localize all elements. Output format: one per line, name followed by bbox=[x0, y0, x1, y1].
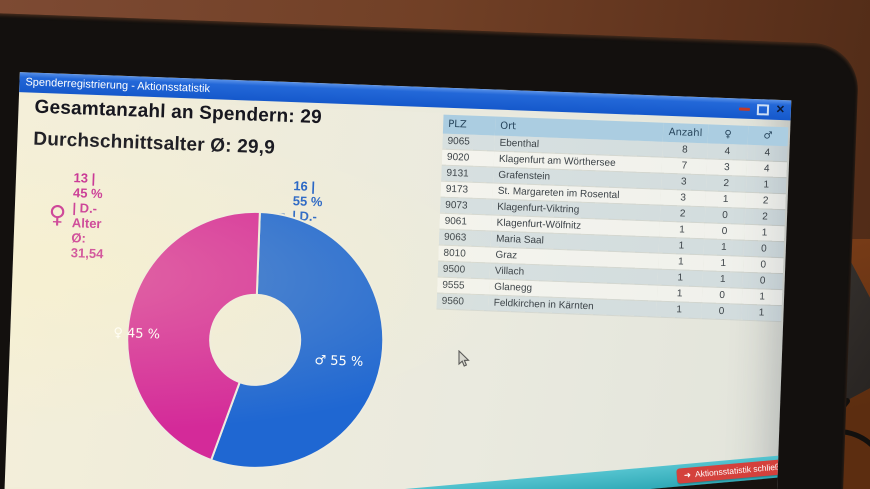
female-stat: ♀ 13 | 45 % | D.-Alter Ø: 31,54 bbox=[47, 169, 106, 261]
donut-svg bbox=[126, 210, 385, 469]
column-header: PLZ bbox=[442, 114, 496, 136]
monitor-bezel: Spenderregistrierung - Aktionsstatistik … bbox=[0, 12, 860, 489]
window-controls: ✕ bbox=[738, 98, 785, 120]
average-age-heading: Durchschnittsalter Ø: 29,9 bbox=[33, 128, 276, 159]
window-title: Spenderregistrierung - Aktionsstatistik bbox=[25, 76, 211, 96]
mouse-cursor bbox=[458, 350, 470, 367]
gender-donut-chart: ♀ 45 % ♂ 55 % bbox=[113, 205, 390, 474]
female-stat-text: 13 | 45 % | D.-Alter Ø: 31,54 bbox=[70, 170, 104, 262]
female-slice bbox=[126, 210, 261, 462]
close-statistics-label: Aktionsstatistik schließen bbox=[694, 460, 790, 480]
locations-table: PLZ Ort Anzahl ♀ ♂ 9065 Ebenthal 8 4 4 9020 Klagen… bbox=[436, 114, 789, 323]
app-window: Spenderregistrierung - Aktionsstatistik … bbox=[3, 72, 792, 489]
exit-arrow-icon: ➜ bbox=[683, 469, 692, 481]
male-slice-label: ♂ 55 % bbox=[314, 353, 364, 370]
maximize-icon[interactable] bbox=[756, 103, 769, 116]
stats-table-body: 9065 Ebenthal 8 4 4 9020 Klagenfurt am Wörther… bbox=[436, 133, 788, 322]
male-slice bbox=[210, 210, 385, 469]
column-header: ♀ bbox=[707, 124, 749, 145]
gender-summary: ♀ 13 | 45 % | D.-Alter Ø: 31,54 ♂ 16 | 5… bbox=[48, 169, 323, 269]
female-slice-label: ♀ 45 % bbox=[113, 325, 161, 343]
close-icon[interactable]: ✕ bbox=[775, 103, 786, 117]
minimize-icon[interactable] bbox=[738, 106, 750, 111]
column-header: ♂ bbox=[747, 125, 789, 147]
column-header: Anzahl bbox=[662, 122, 709, 144]
female-icon: ♀ bbox=[48, 200, 67, 229]
